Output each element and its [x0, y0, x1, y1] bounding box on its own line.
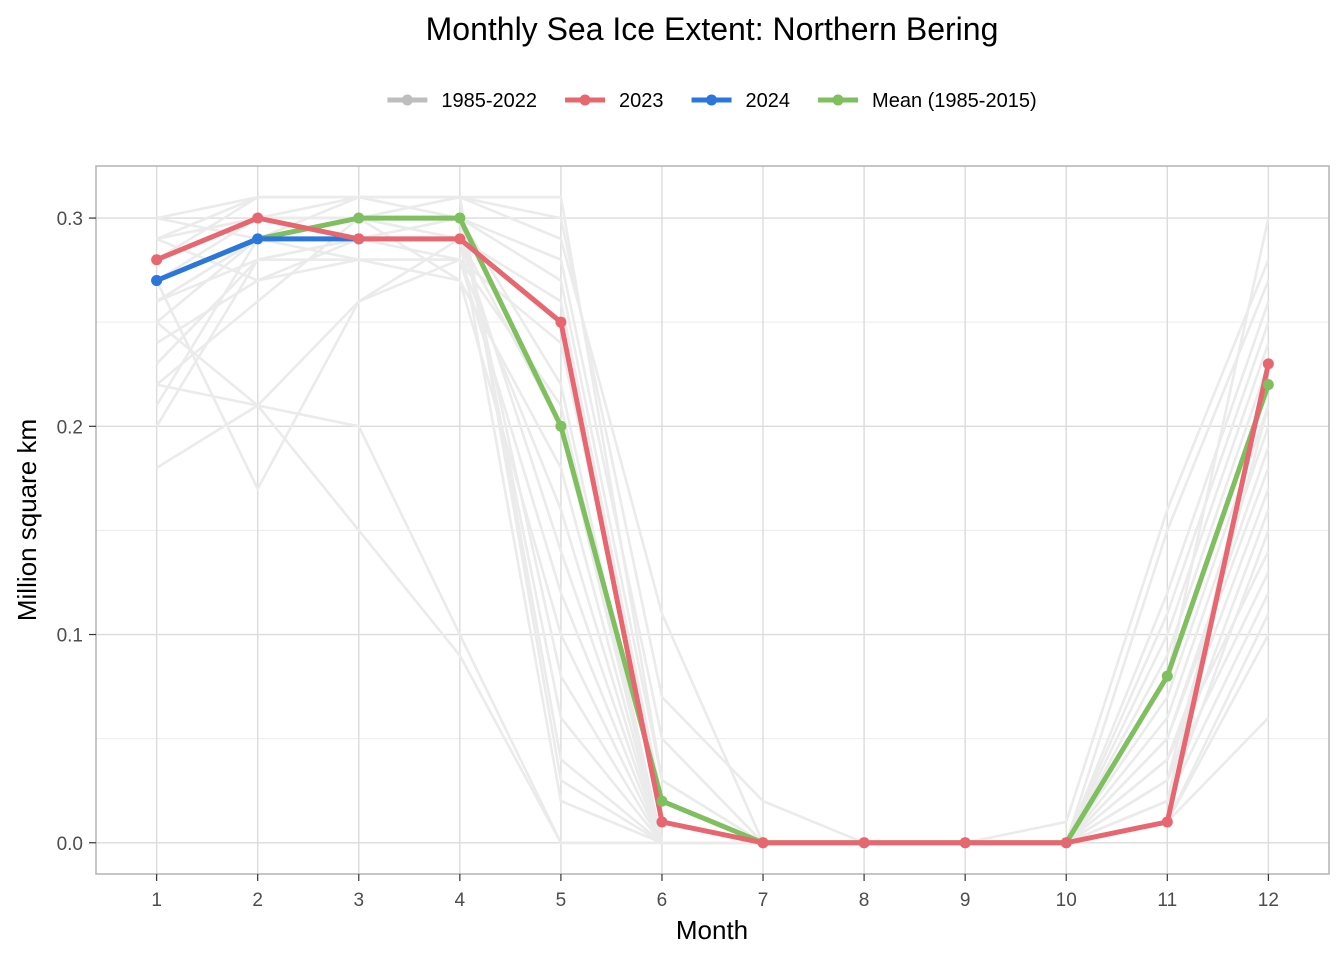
- x-tick-label: 11: [1157, 890, 1177, 911]
- data-point: [1060, 837, 1072, 849]
- x-tick-label: 6: [657, 890, 668, 911]
- chart-title: Monthly Sea Ice Extent: Northern Bering: [426, 11, 999, 47]
- data-point: [656, 816, 668, 828]
- legend-swatch-point: [401, 94, 413, 106]
- x-tick-label: 5: [556, 890, 567, 911]
- data-point: [151, 254, 163, 266]
- legend-item: Mean (1985-2015): [818, 90, 1037, 112]
- legend-item: 1985-2022: [387, 90, 537, 112]
- history-line: [155, 195, 1270, 845]
- legend-item: 2024: [691, 90, 791, 112]
- y-tick-label: 0.0: [57, 834, 83, 855]
- x-tick-label: 12: [1258, 890, 1279, 911]
- x-tick-label: 2: [252, 890, 263, 911]
- data-point: [757, 837, 769, 849]
- legend-label: 2023: [619, 90, 664, 112]
- legend-label: 2024: [746, 90, 791, 112]
- legend-swatch-point: [832, 94, 844, 106]
- history-line: [156, 195, 1270, 845]
- data-point: [1262, 379, 1274, 391]
- y-axis-label: Million square km: [12, 419, 42, 621]
- legend-swatch-point: [579, 94, 591, 106]
- series-lines: [151, 212, 1274, 849]
- x-tick-label: 10: [1056, 890, 1077, 911]
- data-point: [1161, 670, 1173, 682]
- history-line: [155, 195, 1270, 845]
- history-lines: [155, 195, 1270, 845]
- data-point: [959, 837, 971, 849]
- legend: 1985-2022 2023 2024 Mean (1985-2015): [387, 90, 1037, 112]
- data-point: [454, 233, 466, 245]
- y-axis: 0.0 0.1 0.2 0.3: [57, 209, 96, 855]
- x-axis: 1 2 3 4 5 6 7 8 9 10 11 12: [151, 874, 1279, 911]
- y-tick-label: 0.3: [57, 209, 83, 230]
- history-line: [155, 195, 1270, 845]
- data-point: [252, 233, 264, 245]
- legend-item: 2023: [565, 90, 664, 112]
- data-point: [151, 275, 163, 287]
- history-line: [156, 216, 1270, 845]
- legend-label: 1985-2022: [441, 90, 537, 112]
- x-tick-label: 9: [960, 890, 971, 911]
- x-tick-label: 8: [859, 890, 870, 911]
- data-point: [858, 837, 870, 849]
- data-point: [656, 795, 668, 807]
- series-line: [154, 215, 1271, 846]
- legend-label: Mean (1985-2015): [872, 90, 1037, 112]
- legend-swatch-point: [706, 94, 718, 106]
- history-line: [156, 195, 1270, 845]
- data-point: [555, 420, 567, 432]
- data-point: [454, 212, 466, 224]
- data-point: [353, 233, 365, 245]
- data-point: [353, 212, 365, 224]
- data-point: [1262, 358, 1274, 370]
- history-line: [156, 195, 1270, 845]
- y-tick-label: 0.1: [57, 626, 83, 647]
- data-point: [1161, 816, 1173, 828]
- plot-panel-border: [95, 165, 1330, 875]
- data-point: [555, 316, 567, 328]
- x-tick-label: 3: [353, 890, 364, 911]
- y-tick-label: 0.2: [57, 417, 83, 438]
- series-line: [154, 215, 1271, 846]
- x-axis-label: Month: [676, 915, 748, 945]
- x-tick-label: 4: [455, 890, 466, 911]
- data-point: [252, 212, 264, 224]
- x-tick-label: 1: [151, 890, 162, 911]
- history-line: [156, 383, 1270, 845]
- x-tick-label: 7: [758, 890, 769, 911]
